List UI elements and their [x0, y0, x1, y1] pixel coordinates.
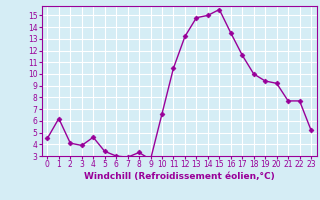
X-axis label: Windchill (Refroidissement éolien,°C): Windchill (Refroidissement éolien,°C) [84, 172, 275, 181]
